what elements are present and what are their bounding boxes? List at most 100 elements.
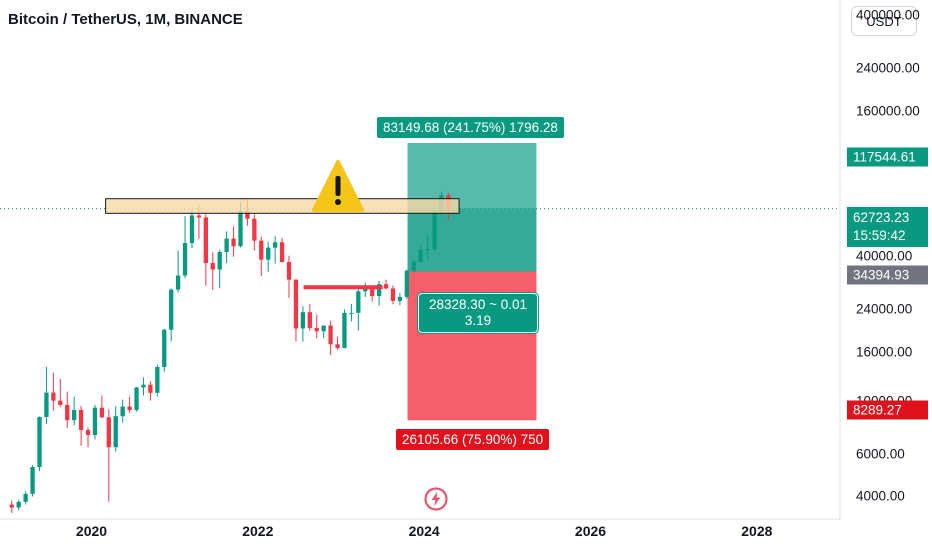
- candle-body: [259, 240, 264, 260]
- chart-title: Bitcoin / TetherUS, 1M, BINANCE: [8, 11, 243, 28]
- candle-body: [85, 430, 91, 436]
- candle-body: [65, 404, 70, 421]
- candle: [432, 206, 437, 251]
- candle-body: [335, 344, 340, 348]
- candle-body: [134, 387, 139, 411]
- candle: [92, 404, 98, 440]
- candle-body: [432, 211, 437, 250]
- candle-body: [203, 217, 208, 264]
- candle-body: [162, 329, 167, 367]
- candle-body: [106, 417, 111, 448]
- candle: [51, 372, 56, 411]
- candle: [307, 304, 312, 331]
- candle: [328, 320, 333, 355]
- price-tick-label: 40000.00: [856, 248, 913, 264]
- candle: [418, 244, 423, 263]
- candle: [148, 381, 153, 401]
- candle: [189, 210, 195, 249]
- candle-body: [23, 493, 28, 502]
- candle-body: [175, 275, 181, 290]
- candle-body: [30, 467, 35, 494]
- candle: [383, 279, 389, 290]
- candle: [65, 391, 70, 428]
- candle-body: [397, 296, 403, 301]
- candle: [155, 364, 160, 397]
- candle-body: [286, 262, 292, 280]
- overlay-drawings: [0, 160, 840, 290]
- candle-body: [342, 312, 347, 348]
- candle: [217, 249, 222, 289]
- candle: [397, 293, 403, 306]
- candle: [279, 237, 285, 263]
- candle: [273, 236, 278, 264]
- lightning-icon[interactable]: [423, 486, 449, 512]
- candle-body: [72, 409, 77, 421]
- candle-body: [363, 288, 368, 292]
- candle: [78, 406, 84, 446]
- candle-body: [44, 392, 49, 418]
- candle-body: [321, 325, 326, 332]
- candle: [113, 406, 118, 452]
- candlestick-series: [9, 191, 451, 513]
- candle-body: [196, 215, 202, 218]
- candle: [141, 377, 146, 396]
- price-tick-label: 160000.00: [856, 103, 920, 119]
- price-tick-label: 6000.00: [856, 446, 905, 462]
- candle-body: [217, 251, 222, 270]
- price-tick-label: 16000.00: [856, 344, 913, 359]
- candle: [169, 288, 174, 342]
- candle: [363, 282, 368, 298]
- candle: [85, 427, 91, 448]
- candle-body: [224, 238, 229, 252]
- candle-body: [92, 407, 98, 436]
- candle: [342, 309, 347, 349]
- candle-body: [425, 249, 430, 251]
- candle-body: [113, 416, 118, 448]
- candle-body: [293, 279, 299, 329]
- candle: [106, 409, 111, 502]
- candle: [300, 306, 306, 342]
- warning-bar: [335, 176, 341, 196]
- candle: [259, 236, 264, 276]
- candle-body: [328, 325, 333, 345]
- candle: [16, 499, 21, 511]
- candle-body: [273, 242, 278, 248]
- candle: [266, 241, 271, 272]
- currency-selector[interactable]: USDT: [851, 6, 917, 36]
- position-pnl-label: 28328.30 ~ 0.01 3.19: [417, 292, 539, 334]
- candle: [390, 285, 396, 305]
- candle-body: [418, 249, 423, 262]
- candle-body: [349, 312, 354, 314]
- candle-body: [182, 243, 188, 276]
- candle: [411, 259, 416, 273]
- candle: [23, 491, 28, 505]
- candle: [356, 288, 361, 331]
- candle-body: [404, 270, 409, 297]
- resistance-zone: [105, 198, 460, 214]
- candle: [252, 214, 257, 251]
- candle: [335, 336, 340, 350]
- candle-body: [37, 417, 42, 468]
- candle-body: [252, 218, 257, 241]
- candle: [321, 325, 326, 339]
- target-price-badge: 117544.61: [847, 147, 928, 167]
- time-tick-label: 2024: [408, 523, 440, 539]
- candle: [182, 216, 188, 279]
- candle: [210, 252, 215, 291]
- realized-profit-zone: [407, 208, 537, 272]
- candle: [286, 255, 292, 298]
- candle-body: [266, 247, 271, 260]
- entry-price-badge: 34394.93: [847, 265, 928, 285]
- time-tick-label: 2026: [574, 523, 607, 539]
- candle-body: [390, 288, 396, 301]
- price-tick-label: 240000.00: [856, 60, 920, 76]
- candle-body: [189, 215, 195, 244]
- candle-body: [370, 288, 375, 297]
- candle-body: [376, 284, 382, 297]
- candle: [203, 214, 208, 286]
- pnl-line-2: 3.19: [464, 313, 492, 328]
- candle-body: [300, 312, 306, 329]
- candle-body: [238, 211, 243, 247]
- candle: [44, 366, 49, 424]
